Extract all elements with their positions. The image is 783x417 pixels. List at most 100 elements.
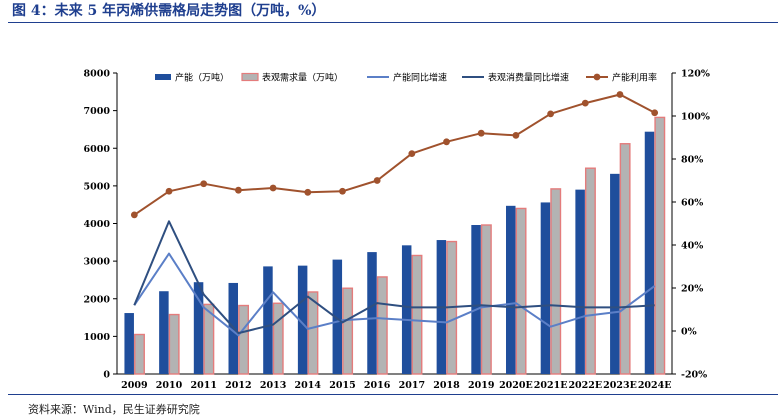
capacity-bar [297,265,308,374]
x-tick-label: 2023E [603,380,637,391]
left-tick-label: 2000 [84,294,111,305]
demand-bar [134,333,145,375]
x-tick-label: 2019 [468,380,495,391]
utilization-point [547,110,554,118]
legend-swatch-marker [593,73,601,81]
utilization-point [477,129,485,137]
x-tick-label: 2012 [225,380,251,391]
x-tick-label: 2024E [638,380,672,391]
x-tick-label: 2018 [433,380,460,391]
demand-bar [619,143,631,375]
right-tick-label: 20% [681,284,703,295]
source-note: 资料来源：Wind，民生证券研究院 [28,403,200,416]
utilization-line [133,93,656,216]
legend-utilization: 产能利用率 [586,72,657,84]
utilization-point [651,109,659,117]
utilization-point [616,91,624,98]
utilization-point [339,187,346,195]
capacity-bar [332,259,343,374]
capacity-yoy-line [133,252,656,337]
capacity-bar [401,245,412,374]
utilization-point [165,187,173,195]
left-tick-label: 3000 [84,257,111,268]
x-tick-label: 2013 [260,380,286,391]
demand-yoy-line [133,220,655,335]
capacity-bar [263,266,273,374]
demand-bar [411,254,423,375]
right-tick-label: -20% [681,370,707,381]
legend-demand-yoy: 表观消费量同比增速 [462,72,569,84]
x-tick-label: 2021E [534,380,568,391]
demand-bar [342,287,354,375]
figure-title: 图 4：未来 5 年丙烯供需格局走势图（万吨，%） [12,3,326,19]
demand-bar [168,313,180,375]
demand-bar [238,304,250,375]
left-tick-label: 6000 [84,144,111,155]
capacity-bar [124,313,134,374]
demand-bar [307,291,319,375]
left-tick-label: 4000 [84,219,111,230]
left-tick-label: 1000 [84,332,111,343]
utilization-point [408,150,416,158]
utilization-point [443,138,450,146]
capacity-bar [506,205,516,374]
legend-swatch [241,72,259,82]
capacity-bar [193,282,204,374]
source-divider [8,394,778,395]
utilization-point [130,211,138,219]
left-tick-label: 8000 [84,69,111,80]
legend-label: 表观消费量同比增速 [488,72,569,84]
legend-label: 产能同比增速 [393,72,447,84]
x-tick-label: 2017 [399,380,425,391]
demand-bar [654,116,666,375]
line-series [130,91,659,337]
right-tick-label: 80% [681,155,703,166]
capacity-bar [367,252,377,374]
legend-swatch [155,74,171,80]
right-tick-label: 120% [681,69,710,80]
utilization-point [304,188,312,196]
supply-demand-chart: 0 1000 2000 3000 4000 5000 6000 7000 8000 -20% 0% 2… [84,69,710,392]
legend-demand: 表观需求量（万吨） [241,72,343,84]
demand-bar [203,303,215,375]
chart-legend: 产能（万吨） 表观需求量（万吨） 产能同比增速 表观消费量同比增速 产能利用率 [155,72,657,84]
x-tick-label: 2015 [329,380,355,391]
right-tick-label: 100% [681,112,710,123]
demand-bar [584,167,596,375]
legend-capacity: 产能（万吨） [155,72,229,84]
demand-bar [480,224,492,375]
x-tick-label: 2010 [156,380,183,391]
utilization-point [581,99,589,107]
left-tick-label: 0 [103,370,110,381]
capacity-bar [159,291,169,374]
legend-capacity-yoy: 产能同比增速 [367,72,447,84]
utilization-point [269,184,277,192]
capacity-bar [575,189,585,374]
right-tick-label: 60% [681,198,703,209]
legend-label: 表观需求量（万吨） [262,72,343,84]
x-tick-label: 2014 [295,380,322,391]
utilization-point [512,131,520,139]
utilization-point [373,177,381,184]
right-tick-label: 40% [681,241,703,252]
x-tick-label: 2011 [190,380,216,391]
legend-label: 产能（万吨） [175,72,229,84]
right-tick-label: 0% [681,327,697,338]
x-tick-label: 2020E [499,380,533,391]
title-divider [8,22,778,23]
demand-bar [376,276,388,375]
demand-bar [272,302,284,375]
x-tick-label: 2016 [364,380,391,391]
capacity-bar [540,202,551,374]
demand-bar [515,207,527,375]
utilization-point [200,180,208,188]
capacity-bar [644,131,655,374]
legend-label: 产能利用率 [612,72,657,84]
chart-axes: 0 1000 2000 3000 4000 5000 6000 7000 8000 -20% 0% 2… [84,69,710,392]
x-tick-label: 2022E [568,380,602,391]
utilization-point [235,186,242,194]
capacity-bar [471,225,481,374]
bar-series [124,116,666,375]
capacity-bar [610,173,620,374]
left-tick-label: 7000 [84,106,111,117]
